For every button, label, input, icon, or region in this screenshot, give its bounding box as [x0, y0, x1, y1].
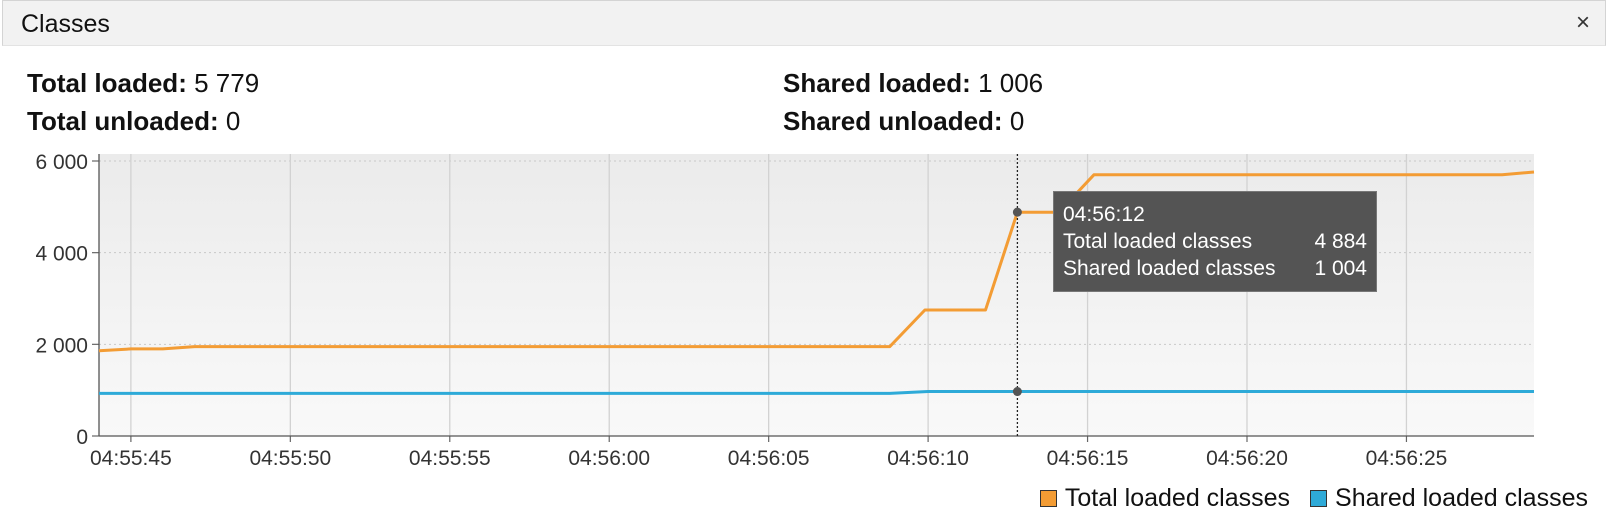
y-tick-label: 6 000: [35, 151, 88, 174]
x-tick-label: 04:55:45: [90, 447, 172, 470]
tooltip-row-shared: Shared loaded classes 1 004: [1063, 255, 1367, 282]
cursor-marker-shared: [1012, 387, 1022, 397]
total-unloaded-label: Total unloaded:: [27, 106, 219, 136]
tooltip-label: Shared loaded classes: [1063, 257, 1276, 280]
tooltip-row-total: Total loaded classes 4 884: [1063, 228, 1367, 255]
x-tick-label: 04:56:25: [1366, 447, 1448, 470]
legend-swatch-shared: [1310, 490, 1328, 507]
total-unloaded-value: 0: [225, 106, 241, 136]
x-tick-label: 04:56:20: [1206, 447, 1288, 470]
x-tick-label: 04:55:55: [409, 447, 491, 470]
shared-unloaded-value: 0: [1009, 106, 1025, 136]
series-line-shared: [99, 390, 1534, 395]
legend-item-shared[interactable]: Shared loaded classes: [1310, 484, 1588, 513]
close-icon[interactable]: ×: [1575, 9, 1590, 36]
cursor-marker-total: [1012, 207, 1022, 217]
panel-header: Classes ×: [2, 0, 1606, 46]
legend-swatch-total: [1039, 490, 1057, 507]
panel-title: Classes: [21, 10, 110, 38]
legend-label: Shared loaded classes: [1335, 484, 1588, 512]
tooltip-value: 1 004: [1314, 257, 1367, 280]
y-tick-label: 2 000: [35, 334, 88, 357]
y-tick-label: 4 000: [35, 243, 88, 266]
shared-loaded-label: Shared loaded:: [783, 68, 971, 98]
chart-legend: Total loaded classes Shared loaded class…: [1020, 484, 1588, 513]
legend-item-total[interactable]: Total loaded classes: [1039, 484, 1291, 513]
total-loaded-label: Total loaded:: [27, 68, 187, 98]
shared-loaded-value: 1 006: [978, 68, 1044, 98]
x-tick-label: 04:56:05: [728, 447, 810, 470]
y-tick-label: 0: [76, 426, 88, 449]
x-tick-label: 04:56:15: [1047, 447, 1129, 470]
x-tick-label: 04:56:10: [887, 447, 969, 470]
x-tick-label: 04:56:00: [568, 447, 650, 470]
legend-label: Total loaded classes: [1064, 484, 1291, 512]
shared-unloaded-stat: Shared unloaded: 0: [783, 106, 1024, 137]
tooltip-time: 04:56:12: [1063, 203, 1145, 226]
chart-tooltip: 04:56:12 Total loaded classes 4 884 Shar…: [1053, 191, 1377, 292]
shared-unloaded-label: Shared unloaded:: [783, 106, 1003, 136]
series-line-total: [98, 170, 1535, 353]
total-loaded-value: 5 779: [194, 68, 260, 98]
shared-loaded-stat: Shared loaded: 1 006: [783, 68, 1043, 99]
total-loaded-stat: Total loaded: 5 779: [27, 68, 259, 99]
tooltip-value: 4 884: [1314, 230, 1367, 253]
total-unloaded-stat: Total unloaded: 0: [27, 106, 240, 137]
x-tick-label: 04:55:50: [249, 447, 331, 470]
tooltip-label: Total loaded classes: [1063, 230, 1253, 253]
